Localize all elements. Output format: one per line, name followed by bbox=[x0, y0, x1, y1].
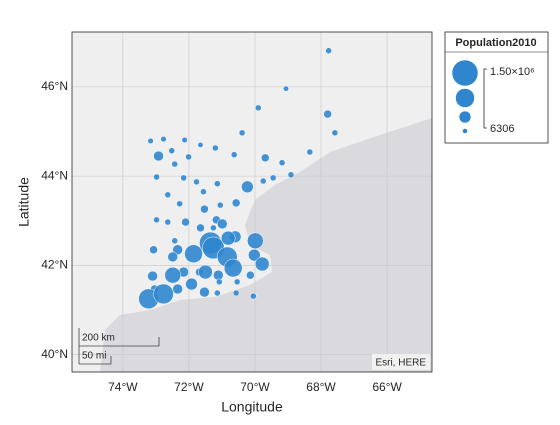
y-tick-label: 46°N bbox=[41, 79, 68, 93]
scale-mi: 50 mi bbox=[82, 351, 106, 362]
x-tick-label: 72°W bbox=[174, 380, 204, 394]
bubble bbox=[196, 223, 205, 233]
x-tick-label: 74°W bbox=[108, 380, 138, 394]
bubble bbox=[233, 278, 241, 286]
legend-bubble bbox=[455, 88, 475, 108]
x-axis-label: Longitude bbox=[221, 399, 283, 415]
scale-bar-lines bbox=[78, 328, 160, 365]
bubble bbox=[278, 159, 286, 167]
bubble bbox=[172, 244, 183, 255]
attribution-bg bbox=[372, 354, 430, 370]
bubble bbox=[153, 150, 164, 162]
bubble bbox=[176, 200, 183, 208]
bubble bbox=[323, 109, 332, 119]
bubble bbox=[200, 204, 209, 214]
legend-bubbles: 1.50×10⁶ 6306 bbox=[451, 59, 535, 135]
legend-title: Population2010 bbox=[455, 37, 536, 49]
bubble bbox=[231, 198, 241, 208]
y-axis-label: Latitude bbox=[16, 177, 32, 227]
bubble bbox=[185, 153, 192, 161]
bubble bbox=[181, 217, 190, 227]
bubble bbox=[171, 237, 178, 245]
bubble bbox=[260, 153, 270, 163]
bubble bbox=[250, 292, 257, 300]
legend-label: 6306 bbox=[490, 123, 514, 135]
y-tick-label: 40°N bbox=[41, 347, 68, 361]
bubble bbox=[147, 137, 154, 144]
attribution: Esri, HERE bbox=[375, 358, 426, 369]
legend-bubble bbox=[458, 110, 472, 124]
legend-bubble bbox=[451, 59, 479, 87]
bubble bbox=[160, 136, 167, 143]
bubble bbox=[246, 270, 255, 280]
y-tick-label: 44°N bbox=[41, 168, 68, 182]
ocean bbox=[100, 118, 432, 372]
bubble bbox=[164, 266, 181, 284]
bubble bbox=[153, 216, 160, 224]
x-tick-label: 66°W bbox=[372, 380, 402, 394]
bubble bbox=[180, 174, 187, 182]
scale-km: 200 km bbox=[82, 333, 115, 344]
bubble bbox=[193, 178, 200, 186]
bubble bbox=[153, 173, 160, 181]
bubble bbox=[168, 147, 176, 154]
bubble bbox=[198, 264, 213, 280]
axes-box bbox=[71, 31, 433, 373]
bubble bbox=[287, 171, 295, 179]
bubble bbox=[232, 289, 240, 297]
bubble bbox=[217, 218, 228, 230]
scale-bar: 200 km 50 mi bbox=[78, 328, 160, 365]
bubble bbox=[167, 251, 178, 263]
bubble bbox=[172, 283, 183, 295]
bubble bbox=[185, 277, 198, 291]
bubble bbox=[164, 191, 172, 199]
x-tick-label: 68°W bbox=[306, 380, 336, 394]
bubble bbox=[248, 248, 261, 262]
bubble bbox=[306, 148, 314, 156]
bubble bbox=[181, 136, 188, 144]
x-tick-label: 70°W bbox=[240, 380, 270, 394]
bubble bbox=[200, 188, 207, 196]
legend-bubble bbox=[462, 128, 468, 134]
size-legend: Population2010 1.50×10⁶ 6306 bbox=[444, 31, 549, 144]
bubble bbox=[210, 224, 217, 232]
bubble bbox=[164, 218, 172, 226]
bubble bbox=[153, 283, 174, 305]
bubble bbox=[238, 129, 246, 137]
bubble bbox=[213, 269, 224, 281]
bubble bbox=[223, 258, 243, 278]
bubble bbox=[325, 47, 332, 55]
bubble bbox=[147, 270, 158, 282]
bubble bbox=[217, 201, 224, 209]
bubble bbox=[255, 104, 262, 112]
bubble bbox=[214, 289, 221, 297]
bubble bbox=[259, 177, 267, 185]
bubble bbox=[269, 174, 277, 182]
bubble bbox=[241, 180, 254, 194]
bubble bbox=[149, 245, 158, 254]
bubble bbox=[197, 141, 204, 148]
bubble bbox=[283, 85, 289, 92]
bubble bbox=[247, 232, 264, 250]
bubble bbox=[214, 180, 221, 187]
legend-label: 1.50×10⁶ bbox=[490, 66, 535, 78]
legend-box bbox=[444, 31, 549, 144]
bubble bbox=[220, 230, 236, 246]
bubble bbox=[216, 278, 223, 286]
bubble bbox=[212, 144, 219, 152]
y-tick-label: 42°N bbox=[41, 258, 68, 272]
bubble bbox=[171, 160, 178, 168]
bubble bbox=[199, 286, 210, 298]
legend-bracket bbox=[483, 68, 487, 129]
bubble bbox=[254, 256, 270, 272]
bubble bbox=[331, 129, 339, 137]
bubbles bbox=[138, 47, 339, 310]
bubble bbox=[230, 151, 238, 158]
bubble bbox=[184, 244, 203, 264]
